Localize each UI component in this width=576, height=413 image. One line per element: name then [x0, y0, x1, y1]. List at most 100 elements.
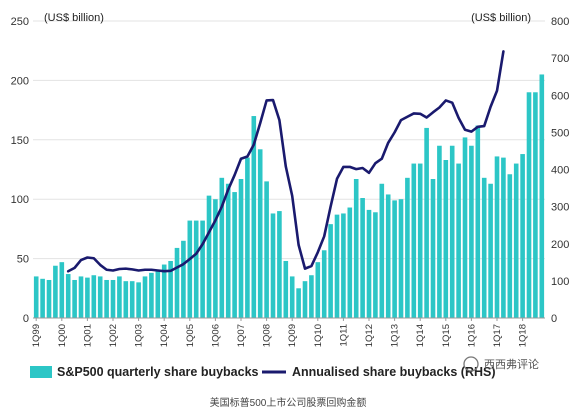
x-tick-label: 1Q10	[313, 324, 324, 347]
bar	[507, 174, 513, 318]
right-tick-label: 0	[551, 313, 557, 325]
bar	[129, 281, 135, 318]
right-tick-label: 300	[551, 202, 569, 214]
bar	[392, 200, 397, 318]
bar	[437, 145, 442, 318]
x-tick-label: 1Q99	[31, 324, 42, 347]
right-tick-label: 600	[551, 90, 569, 102]
bar	[526, 92, 532, 318]
left-tick-label: 0	[23, 313, 29, 325]
bar	[462, 137, 468, 318]
bar	[353, 179, 359, 318]
bar	[142, 276, 148, 318]
bar	[411, 163, 417, 318]
bar	[302, 281, 308, 318]
chart-caption: 美国标普500上市公司股票回购金额	[210, 396, 367, 409]
bar	[539, 74, 545, 319]
bar	[225, 183, 231, 318]
bar	[513, 163, 519, 318]
bar	[193, 220, 199, 318]
x-tick-label: 1Q03	[134, 324, 145, 347]
bar	[264, 181, 269, 318]
bar	[360, 198, 365, 318]
bar	[283, 260, 289, 318]
legend: S&P500 quarterly share buybacks Annualis…	[30, 365, 496, 379]
bar	[245, 157, 250, 318]
bar	[277, 211, 282, 318]
left-axis-unit: (US$ billion)	[44, 12, 104, 24]
x-tick-label: 1Q18	[518, 324, 529, 347]
bar	[123, 281, 129, 318]
bar	[424, 127, 429, 318]
legend-swatch-buybacks	[30, 366, 52, 378]
bar	[443, 160, 449, 318]
bar	[475, 125, 481, 318]
bar	[456, 163, 461, 318]
bar	[53, 265, 58, 318]
right-axis-unit: (US$ billion)	[471, 12, 531, 24]
x-tick-label: 1Q11	[338, 324, 349, 347]
bar	[449, 145, 455, 318]
bar	[341, 213, 346, 318]
bar	[213, 199, 218, 318]
x-tick-label: 1Q13	[390, 324, 401, 347]
bar	[398, 199, 404, 318]
watermark: 西西弗评论	[463, 356, 539, 372]
x-tick-label: 1Q00	[57, 324, 68, 347]
bar	[232, 192, 237, 318]
bar	[168, 260, 173, 318]
bar	[430, 179, 436, 318]
bar	[117, 276, 122, 318]
bar	[366, 209, 372, 318]
bar	[59, 262, 65, 318]
x-tick-label: 1Q16	[466, 324, 477, 347]
bar	[309, 275, 314, 318]
bar	[219, 177, 225, 318]
bar	[257, 149, 263, 318]
bar	[40, 278, 45, 318]
bar	[533, 92, 538, 318]
bar-series	[33, 74, 545, 319]
legend-label-buybacks: S&P500 quarterly share buybacks	[57, 365, 259, 379]
left-tick-label: 150	[11, 135, 29, 147]
right-tick-label: 700	[551, 53, 569, 65]
bar	[315, 262, 321, 318]
right-tick-label: 400	[551, 165, 569, 177]
x-tick-label: 1Q06	[210, 324, 221, 347]
bar	[46, 279, 52, 318]
x-tick-label: 1Q14	[415, 324, 426, 347]
bar	[251, 116, 257, 318]
bar	[289, 276, 295, 318]
x-tick-label: 1Q04	[159, 324, 170, 347]
bar	[200, 220, 205, 318]
x-tick-label: 1Q07	[236, 324, 247, 347]
watermark-text: 西西弗评论	[484, 357, 539, 371]
x-tick-label: 1Q17	[492, 324, 503, 347]
bar	[181, 240, 186, 318]
x-tick-label: 1Q12	[364, 324, 375, 347]
bar	[187, 220, 193, 318]
bar	[481, 177, 487, 318]
bar	[104, 279, 109, 318]
x-tick-label: 1Q05	[185, 324, 196, 347]
bar	[149, 272, 154, 318]
bar	[33, 276, 39, 318]
bar	[520, 154, 525, 318]
bar	[417, 163, 423, 318]
bar	[91, 275, 97, 318]
bar	[238, 179, 244, 318]
wechat-icon	[463, 356, 479, 372]
right-tick-label: 500	[551, 127, 569, 139]
bar	[321, 250, 327, 318]
axes: 0 50 100 150 200 250 0 100 200 300 400 500 600 700 800…	[11, 16, 570, 347]
x-tick-label: 1Q01	[82, 324, 93, 347]
x-tick-label: 1Q09	[287, 324, 298, 347]
left-tick-label: 200	[11, 75, 29, 87]
bar	[136, 282, 141, 318]
bar	[379, 183, 385, 318]
bar	[97, 276, 103, 318]
bar	[270, 213, 276, 318]
right-tick-label: 200	[551, 239, 569, 251]
bar	[78, 276, 84, 318]
bar	[174, 247, 180, 318]
